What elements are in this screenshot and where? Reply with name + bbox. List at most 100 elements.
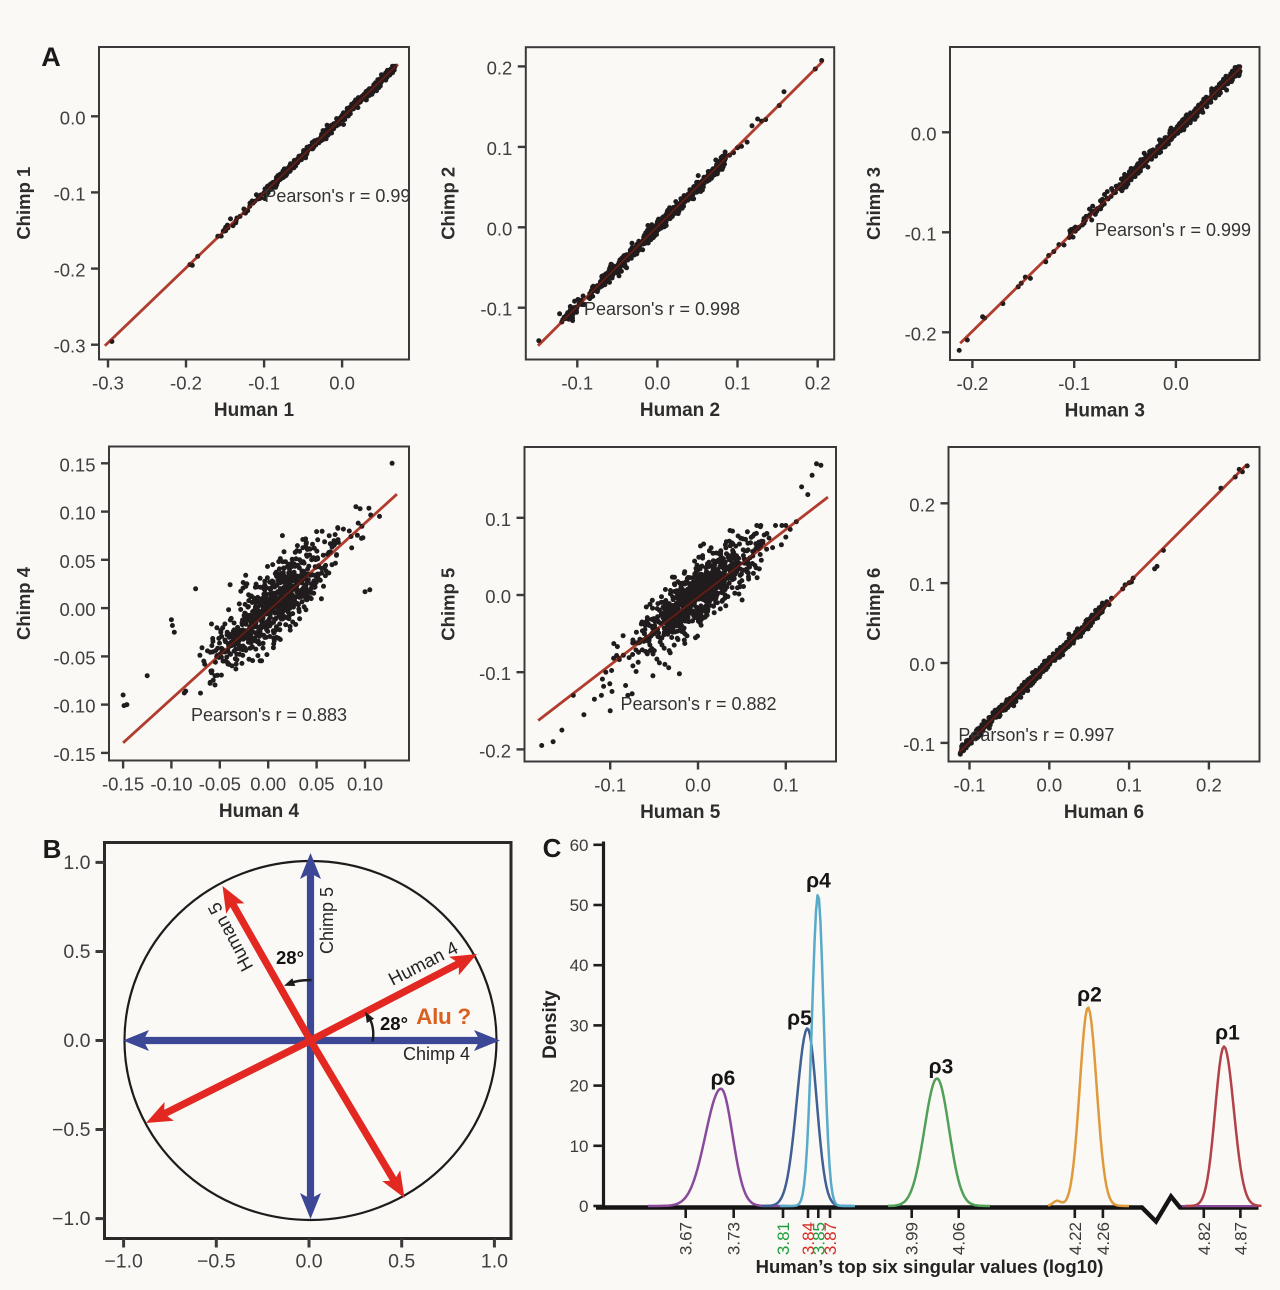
- svg-text:1.0: 1.0: [63, 852, 90, 874]
- svg-text:ρ6: ρ6: [711, 1067, 736, 1090]
- svg-text:A: A: [41, 42, 61, 72]
- svg-text:60: 60: [570, 836, 589, 855]
- svg-text:0.0: 0.0: [329, 373, 355, 394]
- svg-text:Chimp 4: Chimp 4: [403, 1044, 470, 1064]
- svg-text:ρ3: ρ3: [929, 1056, 954, 1079]
- svg-text:−0.5: −0.5: [197, 1251, 236, 1273]
- svg-text:0.0: 0.0: [1036, 775, 1062, 796]
- svg-text:0.1: 0.1: [725, 373, 751, 394]
- svg-text:0.10: 0.10: [59, 503, 95, 524]
- svg-text:3.99: 3.99: [903, 1222, 922, 1255]
- svg-text:C: C: [543, 833, 562, 863]
- svg-text:-0.2: -0.2: [170, 373, 202, 394]
- svg-text:-0.1: -0.1: [561, 373, 593, 394]
- svg-text:0.10: 0.10: [347, 774, 383, 795]
- svg-text:30: 30: [570, 1016, 589, 1035]
- svg-text:0.5: 0.5: [63, 941, 90, 963]
- svg-text:0.1: 0.1: [1116, 775, 1142, 796]
- svg-text:Chimp 2: Chimp 2: [438, 167, 459, 240]
- svg-text:Density: Density: [540, 990, 561, 1059]
- svg-text:Human 5: Human 5: [640, 802, 721, 823]
- svg-text:28°: 28°: [380, 1013, 408, 1034]
- svg-text:-0.15: -0.15: [53, 744, 95, 765]
- svg-text:Chimp 4: Chimp 4: [13, 566, 34, 640]
- svg-text:4.87: 4.87: [1231, 1222, 1250, 1255]
- svg-text:Pearson's r = 0.882: Pearson's r = 0.882: [621, 694, 777, 714]
- svg-text:-0.1: -0.1: [903, 734, 935, 755]
- svg-text:Chimp 5: Chimp 5: [438, 568, 459, 641]
- svg-text:Alu ?: Alu ?: [416, 1004, 471, 1029]
- svg-text:-0.1: -0.1: [594, 775, 626, 796]
- svg-text:0.2: 0.2: [487, 57, 513, 78]
- svg-text:-0.15: -0.15: [102, 774, 144, 795]
- svg-text:10: 10: [570, 1137, 589, 1156]
- svg-text:40: 40: [570, 956, 589, 975]
- svg-text:-0.1: -0.1: [1058, 373, 1090, 394]
- svg-text:4.82: 4.82: [1195, 1222, 1214, 1255]
- svg-text:3.73: 3.73: [725, 1222, 744, 1255]
- svg-text:3.85: 3.85: [809, 1222, 828, 1255]
- svg-text:0.05: 0.05: [299, 774, 335, 795]
- svg-text:Human 4: Human 4: [219, 801, 300, 822]
- svg-text:Chimp 6: Chimp 6: [863, 568, 884, 641]
- svg-text:-0.1: -0.1: [248, 373, 280, 394]
- svg-text:0.0: 0.0: [60, 107, 86, 128]
- svg-text:-0.1: -0.1: [480, 299, 512, 320]
- svg-text:0.2: 0.2: [1196, 775, 1222, 796]
- svg-text:4.06: 4.06: [950, 1222, 969, 1255]
- svg-text:-0.05: -0.05: [199, 774, 241, 795]
- svg-text:Human 2: Human 2: [640, 400, 720, 421]
- svg-text:-0.2: -0.2: [905, 323, 937, 344]
- svg-text:-0.3: -0.3: [54, 336, 86, 357]
- svg-text:0.1: 0.1: [485, 509, 511, 530]
- svg-text:Chimp 3: Chimp 3: [863, 167, 884, 240]
- svg-text:0.00: 0.00: [59, 599, 95, 620]
- svg-text:0.05: 0.05: [59, 551, 95, 572]
- svg-text:28°: 28°: [276, 947, 304, 968]
- svg-text:B: B: [43, 834, 62, 864]
- svg-text:-0.10: -0.10: [150, 774, 192, 795]
- svg-text:0.1: 0.1: [487, 138, 513, 159]
- svg-text:-0.2: -0.2: [956, 373, 988, 394]
- svg-text:ρ2: ρ2: [1077, 984, 1102, 1007]
- svg-text:4.22: 4.22: [1066, 1222, 1085, 1255]
- svg-text:Human 3: Human 3: [1065, 401, 1145, 422]
- svg-text:1.0: 1.0: [481, 1251, 508, 1273]
- svg-text:-0.1: -0.1: [479, 663, 511, 684]
- svg-text:0.0: 0.0: [487, 218, 513, 239]
- svg-text:0.0: 0.0: [645, 373, 671, 394]
- svg-text:0.0: 0.0: [911, 123, 937, 144]
- svg-text:0.2: 0.2: [909, 494, 935, 515]
- svg-text:3.87: 3.87: [821, 1222, 840, 1255]
- svg-text:3.84: 3.84: [799, 1222, 818, 1255]
- svg-text:−1.0: −1.0: [52, 1208, 91, 1230]
- svg-text:-0.1: -0.1: [954, 775, 986, 796]
- svg-text:Chimp 1: Chimp 1: [13, 167, 34, 240]
- svg-text:-0.2: -0.2: [54, 260, 86, 281]
- svg-text:Human’s top six singular value: Human’s top six singular values (log10): [756, 1256, 1104, 1277]
- svg-text:Chimp 5: Chimp 5: [317, 887, 337, 954]
- svg-text:0: 0: [579, 1197, 588, 1216]
- svg-text:0.1: 0.1: [909, 574, 935, 595]
- svg-text:Pearson's r = 0.997: Pearson's r = 0.997: [958, 725, 1114, 745]
- svg-text:-0.10: -0.10: [53, 696, 95, 717]
- svg-text:0.0: 0.0: [685, 775, 711, 796]
- svg-text:−0.5: −0.5: [52, 1119, 91, 1141]
- svg-text:-0.2: -0.2: [479, 740, 511, 761]
- svg-text:3.81: 3.81: [774, 1222, 793, 1255]
- svg-text:−1.0: −1.0: [104, 1251, 143, 1273]
- svg-text:0.2: 0.2: [805, 373, 831, 394]
- svg-text:Pearson's r = 0.99: Pearson's r = 0.99: [264, 186, 410, 206]
- svg-text:0.15: 0.15: [59, 454, 95, 475]
- svg-text:-0.1: -0.1: [905, 223, 937, 244]
- svg-text:Pearson's r = 0.883: Pearson's r = 0.883: [191, 705, 347, 725]
- svg-text:Human 6: Human 6: [1064, 802, 1144, 823]
- svg-text:0.5: 0.5: [388, 1251, 415, 1273]
- svg-text:Pearson's r = 0.999: Pearson's r = 0.999: [1095, 220, 1251, 240]
- svg-text:Human 1: Human 1: [214, 400, 295, 421]
- svg-text:0.1: 0.1: [773, 775, 799, 796]
- svg-text:-0.3: -0.3: [92, 373, 124, 394]
- svg-text:Pearson's r = 0.998: Pearson's r = 0.998: [584, 299, 740, 319]
- svg-text:3.67: 3.67: [677, 1222, 696, 1255]
- svg-text:ρ4: ρ4: [806, 870, 831, 893]
